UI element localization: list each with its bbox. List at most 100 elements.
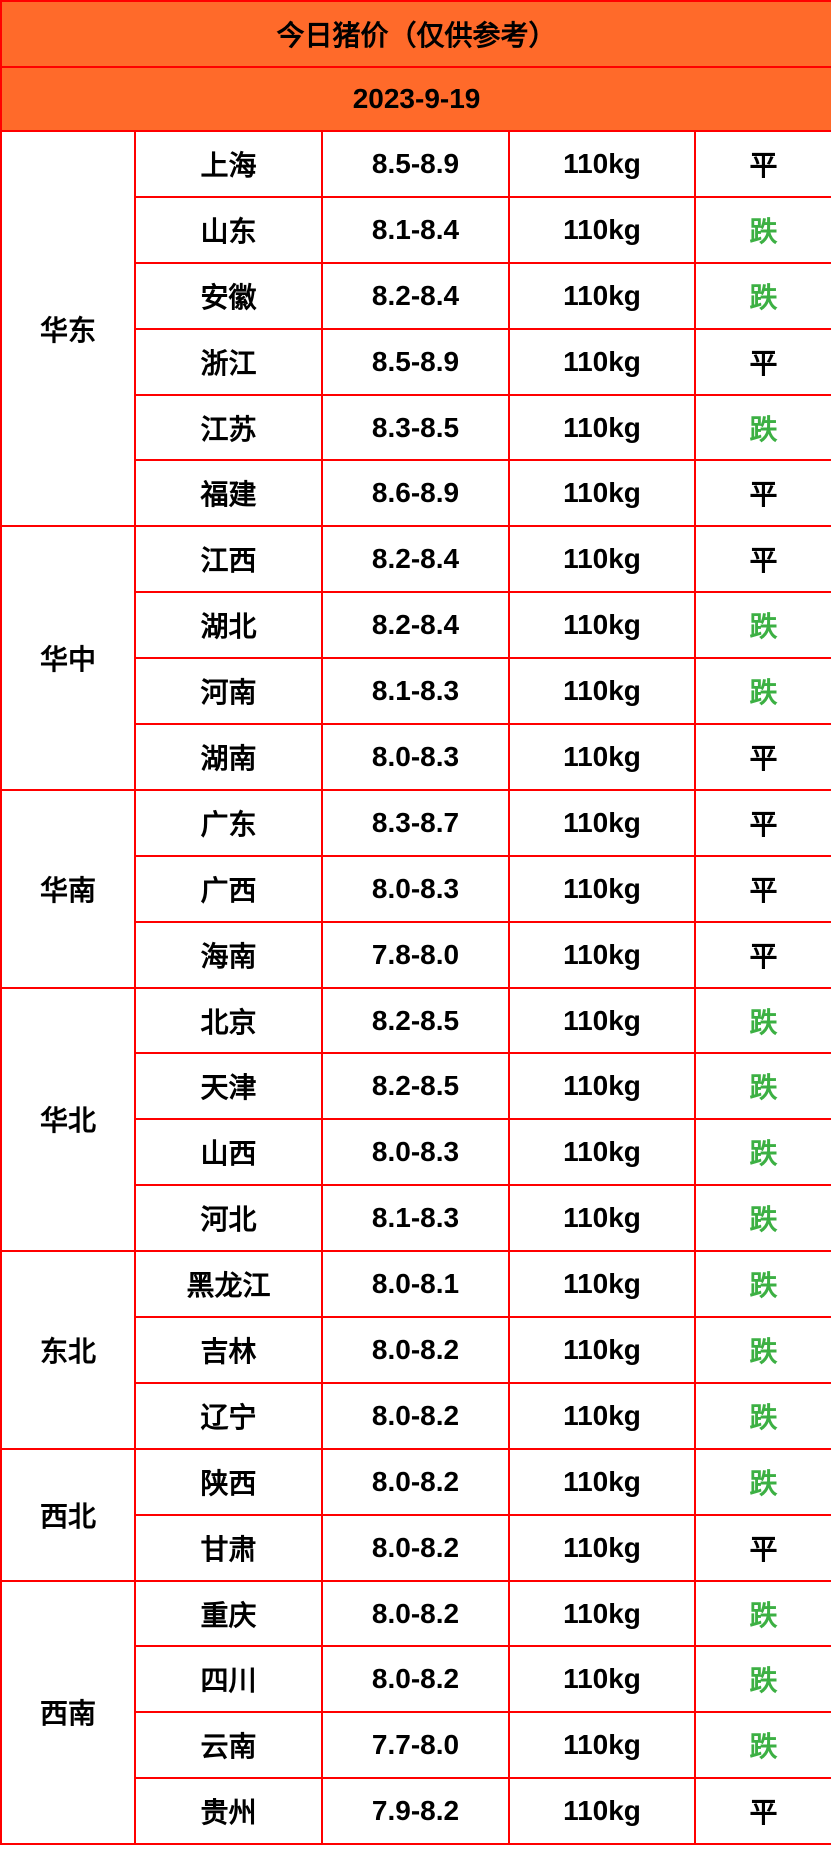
table-row: 山西 8.0-8.3 110kg 跌: [1, 1118, 831, 1187]
weight-cell: 110kg: [508, 986, 696, 1055]
region-cell: 华中: [0, 525, 136, 791]
region-cell: 华南: [0, 788, 136, 989]
price-cell: 8.0-8.2: [321, 1316, 510, 1384]
province-cell: 江西: [134, 525, 323, 594]
weight-cell: 110kg: [508, 1645, 696, 1714]
trend-cell: 平: [693, 525, 831, 594]
table-row: 吉林 8.0-8.2 110kg 跌: [1, 1316, 831, 1384]
price-cell: 8.2-8.4: [321, 525, 510, 594]
trend-cell: 平: [693, 459, 831, 528]
province-cell: 四川: [134, 1645, 323, 1714]
trend-cell: 平: [693, 1513, 831, 1582]
trend-cell: 跌: [693, 1579, 831, 1648]
price-cell: 8.0-8.2: [321, 1645, 510, 1714]
table-row: 贵州 7.9-8.2 110kg 平: [1, 1777, 831, 1846]
weight-cell: 110kg: [508, 591, 696, 660]
weight-cell: 110kg: [508, 195, 696, 264]
price-cell: 8.5-8.9: [321, 327, 510, 396]
table-title: 今日猪价（仅供参考）: [0, 0, 831, 68]
trend-cell: 跌: [693, 1184, 831, 1253]
trend-cell: 跌: [693, 1711, 831, 1780]
province-cell: 贵州: [134, 1777, 323, 1846]
province-cell: 陕西: [134, 1447, 323, 1516]
price-cell: 8.3-8.5: [321, 393, 510, 462]
weight-cell: 110kg: [508, 1184, 696, 1253]
table-row: 云南 7.7-8.0 110kg 跌: [1, 1711, 831, 1780]
price-cell: 8.1-8.4: [321, 195, 510, 264]
trend-cell: 平: [693, 1777, 831, 1846]
weight-cell: 110kg: [508, 1513, 696, 1582]
trend-cell: 平: [693, 788, 831, 857]
table-row: 西南 重庆 8.0-8.2 110kg 跌: [0, 1579, 831, 1846]
price-cell: 8.2-8.4: [321, 261, 510, 330]
weight-cell: 110kg: [508, 1777, 696, 1846]
table-row: 甘肃 8.0-8.2 110kg 平: [1, 1513, 831, 1582]
province-cell: 上海: [134, 130, 323, 198]
weight-cell: 110kg: [508, 1447, 696, 1516]
province-cell: 吉林: [134, 1316, 323, 1384]
price-cell: 8.0-8.2: [321, 1579, 510, 1648]
table-row: 湖北 8.2-8.4 110kg 跌: [1, 591, 831, 660]
price-cell: 8.2-8.5: [321, 1052, 510, 1121]
trend-cell: 跌: [693, 986, 831, 1055]
table-row: 海南 7.8-8.0 110kg 平: [1, 920, 831, 989]
province-cell: 海南: [134, 920, 323, 989]
price-cell: 8.0-8.2: [321, 1513, 510, 1582]
table-row: 江苏 8.3-8.5 110kg 跌: [1, 393, 831, 462]
trend-cell: 跌: [693, 591, 831, 660]
price-cell: 8.2-8.4: [321, 591, 510, 660]
table-row: 广西 8.0-8.3 110kg 平: [1, 854, 831, 923]
table-row: 华南 广东 8.3-8.7 110kg 平: [0, 788, 831, 989]
trend-cell: 跌: [693, 1645, 831, 1714]
table-row: 福建 8.6-8.9 110kg 平: [1, 459, 831, 528]
trend-cell: 平: [693, 723, 831, 791]
price-cell: 8.1-8.3: [321, 1184, 510, 1253]
province-cell: 山西: [134, 1118, 323, 1187]
price-cell: 8.0-8.1: [321, 1250, 510, 1319]
trend-cell: 平: [693, 854, 831, 923]
price-cell: 8.0-8.2: [321, 1447, 510, 1516]
price-cell: 8.1-8.3: [321, 657, 510, 726]
weight-cell: 110kg: [508, 327, 696, 396]
weight-cell: 110kg: [508, 854, 696, 923]
table-row: 河北 8.1-8.3 110kg 跌: [1, 1184, 831, 1253]
weight-cell: 110kg: [508, 1052, 696, 1121]
weight-cell: 110kg: [508, 1250, 696, 1319]
price-cell: 8.3-8.7: [321, 788, 510, 857]
table-row: 浙江 8.5-8.9 110kg 平: [1, 327, 831, 396]
weight-cell: 110kg: [508, 1381, 696, 1450]
weight-cell: 110kg: [508, 920, 696, 989]
table-row: 华东 上海 8.5-8.9 110kg 平: [0, 129, 831, 528]
province-cell: 甘肃: [134, 1513, 323, 1582]
trend-cell: 跌: [693, 1381, 831, 1450]
trend-cell: 跌: [693, 1052, 831, 1121]
trend-cell: 跌: [693, 1316, 831, 1384]
price-cell: 7.7-8.0: [321, 1711, 510, 1780]
trend-cell: 平: [693, 130, 831, 198]
trend-cell: 跌: [693, 657, 831, 726]
weight-cell: 110kg: [508, 459, 696, 528]
table-row: 山东 8.1-8.4 110kg 跌: [1, 195, 831, 264]
table-row: 华中 江西 8.2-8.4 110kg 平: [0, 525, 831, 791]
trend-cell: 平: [693, 327, 831, 396]
province-cell: 福建: [134, 459, 323, 528]
table-row: 西北 陕西 8.0-8.2 110kg 跌: [0, 1447, 831, 1582]
weight-cell: 110kg: [508, 788, 696, 857]
province-cell: 江苏: [134, 393, 323, 462]
weight-cell: 110kg: [508, 1316, 696, 1384]
province-cell: 重庆: [134, 1579, 323, 1648]
weight-cell: 110kg: [508, 1579, 696, 1648]
table-row: 四川 8.0-8.2 110kg 跌: [1, 1645, 831, 1714]
trend-cell: 跌: [693, 195, 831, 264]
trend-cell: 跌: [693, 1118, 831, 1187]
price-cell: 7.8-8.0: [321, 920, 510, 989]
trend-cell: 跌: [693, 1250, 831, 1319]
region-cell: 西南: [0, 1579, 136, 1846]
province-cell: 云南: [134, 1711, 323, 1780]
region-cell: 华北: [0, 986, 136, 1253]
table-row: 辽宁 8.0-8.2 110kg 跌: [1, 1381, 831, 1450]
price-cell: 8.0-8.2: [321, 1381, 510, 1450]
weight-cell: 110kg: [508, 1711, 696, 1780]
province-cell: 湖北: [134, 591, 323, 660]
region-cell: 西北: [0, 1447, 136, 1582]
